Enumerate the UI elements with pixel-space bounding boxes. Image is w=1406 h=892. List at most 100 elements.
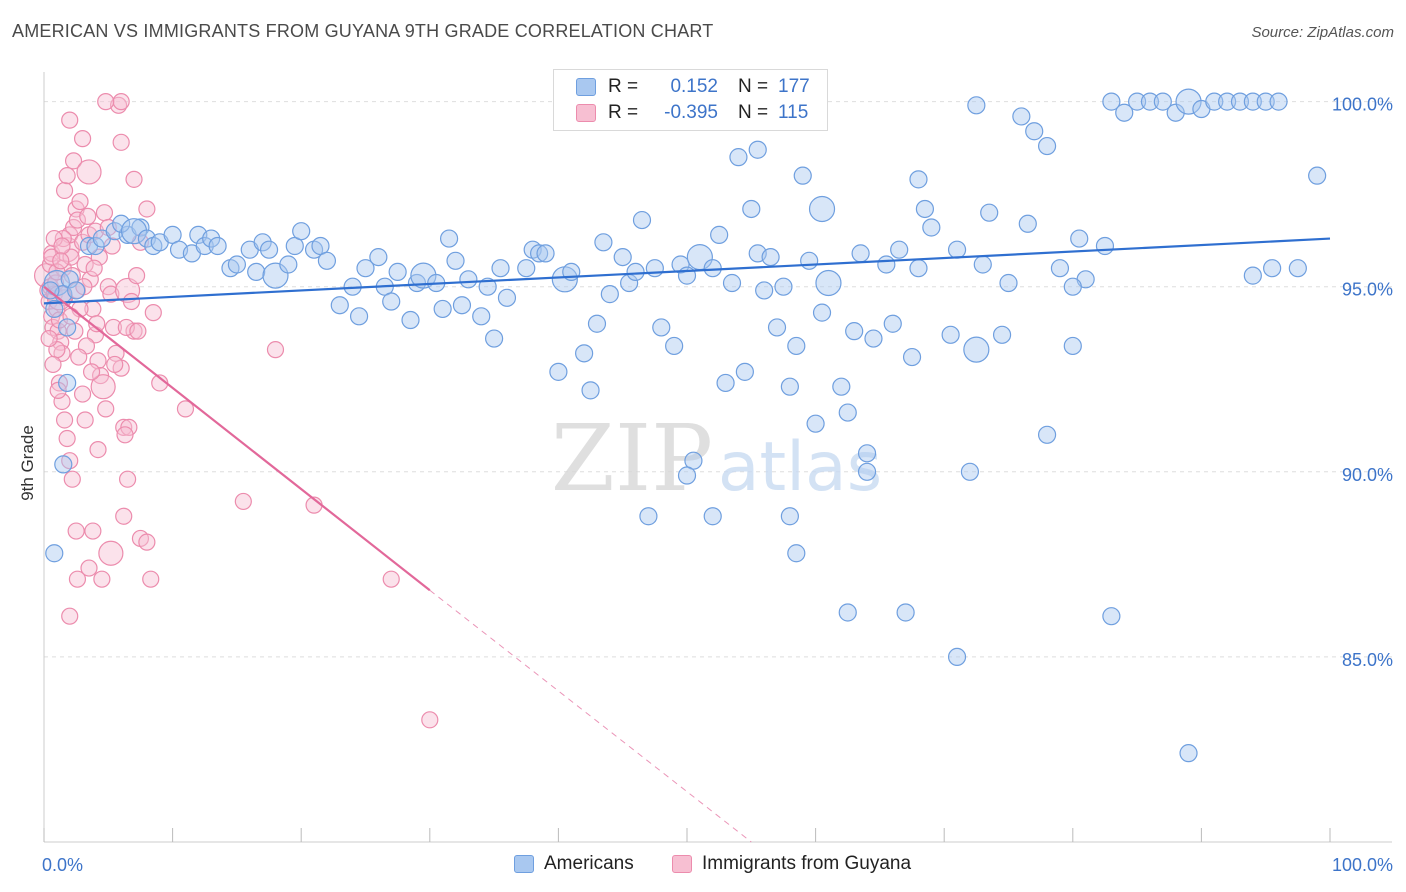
- guyana-point: [115, 507, 133, 525]
- trend-line-americans: [43, 237, 1331, 305]
- americans-point: [410, 262, 437, 289]
- legend-n-label: N =: [738, 76, 769, 97]
- guyana-point: [90, 374, 116, 400]
- trend-lines: [43, 237, 1331, 843]
- guyana-point: [68, 570, 87, 588]
- americans-point: [896, 603, 915, 622]
- guyana-point: [52, 252, 70, 270]
- americans-point: [382, 292, 401, 311]
- americans-point: [710, 225, 729, 244]
- guyana-point: [125, 170, 143, 188]
- trend-line-guyana: [43, 285, 431, 592]
- legend-r-value-guyana: -0.395: [664, 102, 718, 123]
- guyana-point: [106, 355, 124, 374]
- legend-n-label: N =: [738, 102, 769, 123]
- americans-point: [626, 262, 645, 282]
- guyana-point: [88, 315, 106, 333]
- guyana-point: [76, 159, 102, 185]
- americans-point: [120, 218, 148, 245]
- guyana-point: [71, 192, 89, 211]
- guyana-point: [118, 470, 137, 488]
- americans-point: [909, 170, 928, 189]
- guyana-point: [61, 111, 79, 129]
- chart-source: Source: ZipAtlas.com: [1251, 24, 1394, 41]
- guyana-point: [44, 355, 62, 374]
- americans-point: [890, 240, 909, 259]
- legend-swatch-americans: [576, 78, 596, 96]
- americans-point: [86, 236, 105, 256]
- guyana-point: [89, 440, 107, 459]
- americans-point: [58, 373, 77, 393]
- x-tick-label: 100.0%: [1332, 855, 1393, 875]
- americans-point: [1153, 92, 1172, 111]
- guyana-point: [84, 522, 102, 540]
- americans-point: [967, 96, 986, 115]
- americans-point: [613, 247, 632, 267]
- americans-point: [742, 199, 761, 219]
- americans-point: [665, 336, 684, 356]
- guyana-point: [64, 152, 83, 170]
- americans-point: [1140, 92, 1160, 111]
- americans-point: [1179, 744, 1198, 763]
- americans-point: [317, 251, 337, 270]
- americans-point: [587, 314, 607, 333]
- americans-point: [800, 251, 819, 270]
- americans-point: [330, 296, 349, 315]
- americans-point: [716, 373, 735, 393]
- americans-point: [980, 203, 999, 222]
- americans-point: [780, 377, 799, 396]
- y-axis-label: 9th Grade: [18, 425, 37, 501]
- bottom-legend-americans: Americans: [514, 852, 634, 876]
- americans-point: [973, 255, 992, 274]
- americans-point: [536, 244, 555, 263]
- guyana-point: [62, 248, 80, 266]
- americans-point: [452, 296, 472, 315]
- americans-point: [703, 259, 722, 278]
- legend-n-value-americans: 177: [778, 76, 810, 97]
- y-tick-label: 90.0%: [1342, 465, 1393, 485]
- americans-point: [761, 247, 780, 267]
- americans-point: [1012, 107, 1031, 126]
- bottom-legend-swatch-americans: [514, 855, 534, 873]
- guyana-point: [127, 267, 146, 285]
- guyana-point: [86, 222, 105, 240]
- americans-point: [594, 233, 613, 252]
- americans-point: [1037, 136, 1057, 156]
- americans-point: [652, 318, 671, 337]
- americans-point: [915, 199, 935, 219]
- americans-point: [247, 262, 266, 282]
- guyana-point: [176, 400, 195, 418]
- americans-point: [581, 381, 600, 400]
- americans-point: [60, 270, 79, 289]
- americans-point: [1263, 259, 1282, 278]
- americans-point: [227, 255, 246, 274]
- americans-point: [999, 273, 1018, 293]
- series-immigrants-from-guyana: [33, 93, 439, 729]
- americans-point: [530, 244, 549, 263]
- guyana-point: [97, 93, 115, 111]
- americans-point: [517, 259, 536, 278]
- guyana-point: [97, 400, 115, 418]
- guyana-point: [79, 207, 97, 225]
- americans-point: [864, 329, 883, 348]
- americans-point: [478, 277, 497, 296]
- guyana-point: [382, 570, 400, 588]
- legend-r-label: R =: [608, 102, 639, 123]
- americans-point: [1025, 122, 1044, 141]
- americans-point: [472, 307, 491, 326]
- guyana-point: [70, 348, 88, 366]
- guyana-point: [421, 711, 439, 729]
- americans-point: [292, 222, 311, 241]
- americans-point: [960, 462, 980, 481]
- guyana-point: [82, 363, 101, 381]
- guyana-point: [116, 426, 134, 444]
- guyana-point: [68, 211, 87, 229]
- legend-row-guyana: R = -0.395 N = 115: [576, 101, 808, 125]
- americans-point: [806, 414, 825, 433]
- americans-point: [433, 299, 452, 319]
- legend-r-value-americans: 0.152: [670, 76, 718, 97]
- americans-point: [815, 269, 842, 297]
- americans-point: [1243, 266, 1262, 285]
- americans-point: [909, 259, 928, 278]
- americans-point: [58, 318, 77, 337]
